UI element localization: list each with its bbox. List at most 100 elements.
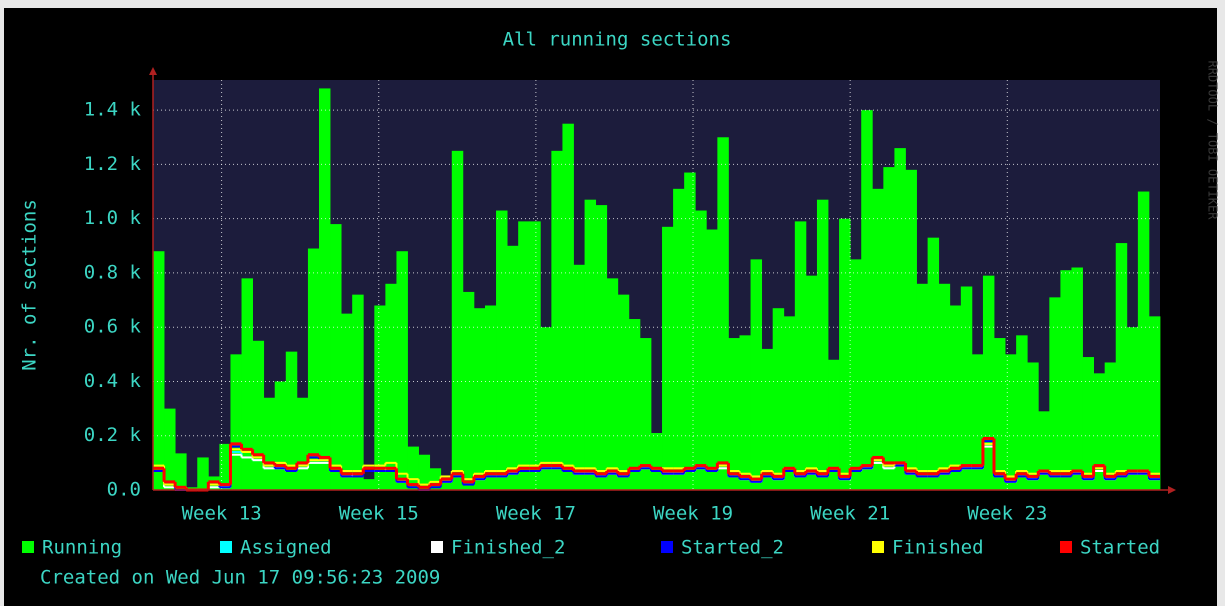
bar xyxy=(772,308,785,490)
bar xyxy=(341,313,353,490)
chart-title: All running sections xyxy=(503,29,732,51)
bar xyxy=(1104,362,1117,490)
bar xyxy=(584,199,597,490)
created-note: Created on Wed Jun 17 09:56:23 2009 xyxy=(40,567,440,589)
x-tick-label: Week 17 xyxy=(496,503,576,525)
bar xyxy=(1148,316,1161,490)
bar xyxy=(241,278,253,490)
y-tick-label: 0.4 k xyxy=(84,370,142,392)
bar xyxy=(717,137,729,490)
bar xyxy=(938,283,951,490)
legend-swatch xyxy=(661,541,673,553)
bar xyxy=(451,150,464,491)
bar xyxy=(1093,373,1106,490)
bar xyxy=(982,275,995,490)
bar xyxy=(794,221,807,490)
bar xyxy=(916,283,929,490)
bar xyxy=(872,188,884,490)
bar xyxy=(385,283,397,490)
bar xyxy=(473,308,486,490)
bar xyxy=(153,251,165,490)
bar xyxy=(1115,243,1128,490)
legend-label: Finished xyxy=(892,537,984,559)
bar xyxy=(684,172,696,491)
bar xyxy=(418,454,431,490)
bar xyxy=(927,237,940,490)
bar xyxy=(175,453,187,490)
bar xyxy=(274,381,287,490)
legend-label: Assigned xyxy=(240,537,332,559)
x-tick-label: Week 21 xyxy=(810,503,890,525)
bar xyxy=(617,294,630,490)
bar xyxy=(728,338,740,490)
bar xyxy=(440,479,453,490)
legend-label: Finished_2 xyxy=(451,537,565,559)
bar xyxy=(429,468,442,490)
x-tick-label: Week 23 xyxy=(967,503,1047,525)
x-tick-label: Week 15 xyxy=(339,503,419,525)
x-axis-arrow xyxy=(1168,486,1176,494)
bar xyxy=(573,264,585,490)
legend-swatch xyxy=(872,541,884,553)
legend-swatch xyxy=(1060,541,1072,553)
bar xyxy=(296,397,309,490)
bar xyxy=(396,251,408,490)
y-tick-label: 1.4 k xyxy=(84,99,142,121)
bar xyxy=(805,275,818,490)
bar xyxy=(1126,327,1139,490)
bar xyxy=(783,316,796,490)
bar xyxy=(252,340,265,490)
legend-label: Started xyxy=(1080,537,1160,559)
y-tick-label: 1.2 k xyxy=(84,153,142,175)
bar xyxy=(628,319,641,490)
y-tick-label: 0.8 k xyxy=(84,261,142,283)
bar xyxy=(496,210,508,490)
bar xyxy=(994,338,1006,490)
bar xyxy=(562,123,574,490)
bar xyxy=(285,351,298,490)
legend-swatch xyxy=(220,541,232,553)
bar xyxy=(374,305,386,490)
bar xyxy=(650,433,663,490)
bar xyxy=(230,354,242,490)
y-axis-label: Nr. of sections xyxy=(19,199,41,371)
bar xyxy=(883,167,895,490)
bar xyxy=(960,286,973,490)
bar xyxy=(551,150,563,491)
y-axis-arrow xyxy=(149,67,157,75)
bar xyxy=(750,259,763,490)
bar xyxy=(330,224,342,491)
bar xyxy=(484,305,497,490)
bar xyxy=(1060,270,1072,490)
bar xyxy=(971,354,984,490)
bar xyxy=(905,169,917,490)
bar xyxy=(761,348,774,490)
bar xyxy=(1082,357,1095,490)
bar xyxy=(462,291,475,490)
legend-label: Running xyxy=(42,537,122,559)
bar xyxy=(695,210,707,490)
bar xyxy=(639,338,652,490)
bar xyxy=(263,397,276,490)
bar xyxy=(595,205,608,490)
legend-label: Started_2 xyxy=(681,537,784,559)
legend-swatch xyxy=(22,541,34,553)
legend-swatch xyxy=(431,541,443,553)
bar xyxy=(363,479,375,490)
bar xyxy=(518,221,530,490)
bar xyxy=(706,229,718,490)
bar xyxy=(949,305,962,490)
bar xyxy=(407,446,419,490)
x-tick-label: Week 19 xyxy=(653,503,733,525)
bar xyxy=(529,221,541,490)
y-tick-label: 1.0 k xyxy=(84,207,142,229)
bar xyxy=(352,294,364,490)
y-tick-label: 0.6 k xyxy=(84,316,142,338)
bar xyxy=(662,226,674,490)
y-tick-label: 0.0 xyxy=(107,479,141,501)
bar xyxy=(540,327,552,490)
bar xyxy=(606,278,619,490)
bar xyxy=(894,148,906,490)
bar xyxy=(1071,267,1083,490)
